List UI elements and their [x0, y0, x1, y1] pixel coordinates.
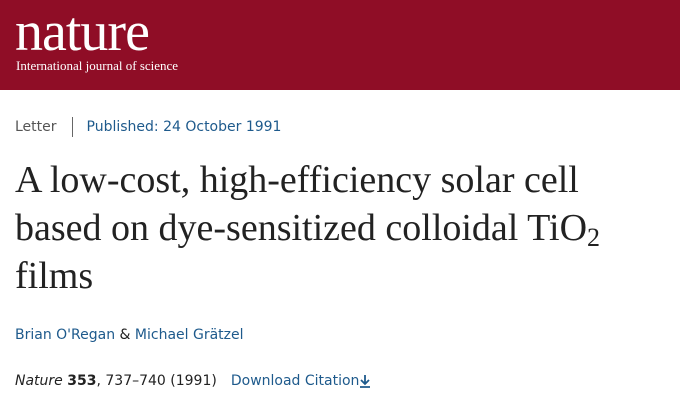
title-line: based on dye-sensitized colloidal TiO	[15, 207, 588, 249]
pages-year: , 737–740 (1991)	[96, 373, 217, 389]
published-date: Published: 24 October 1991	[86, 119, 282, 135]
title-subscript: 2	[587, 223, 601, 252]
title-line: films	[15, 255, 94, 297]
citation: Nature 353, 737–740 (1991) Download Cita…	[15, 371, 371, 391]
article-title: A low-cost, high-efficiency solar cell b…	[15, 156, 600, 300]
article-meta: Letter Published: 24 October 1991	[15, 117, 281, 137]
download-citation[interactable]: Download Citation	[231, 371, 372, 391]
article-type: Letter	[15, 119, 57, 135]
journal-name: Nature	[15, 373, 63, 389]
tagline: International journal of science	[16, 58, 179, 73]
author-link[interactable]: Michael Grätzel	[134, 327, 244, 343]
author-link[interactable]: Brian O'Regan	[15, 327, 116, 343]
title-line: A low-cost, high-efficiency solar cell	[15, 159, 579, 201]
logo[interactable]: nature	[15, 1, 150, 63]
download-label: Download Citation	[230, 373, 360, 389]
site-header: nature International journal of science	[0, 0, 680, 90]
volume: 353	[67, 373, 97, 389]
author-joiner: &	[119, 327, 131, 343]
authors: Brian O'Regan & Michael Grätzel	[15, 325, 244, 345]
download-icon	[360, 375, 371, 388]
separator	[71, 117, 73, 137]
